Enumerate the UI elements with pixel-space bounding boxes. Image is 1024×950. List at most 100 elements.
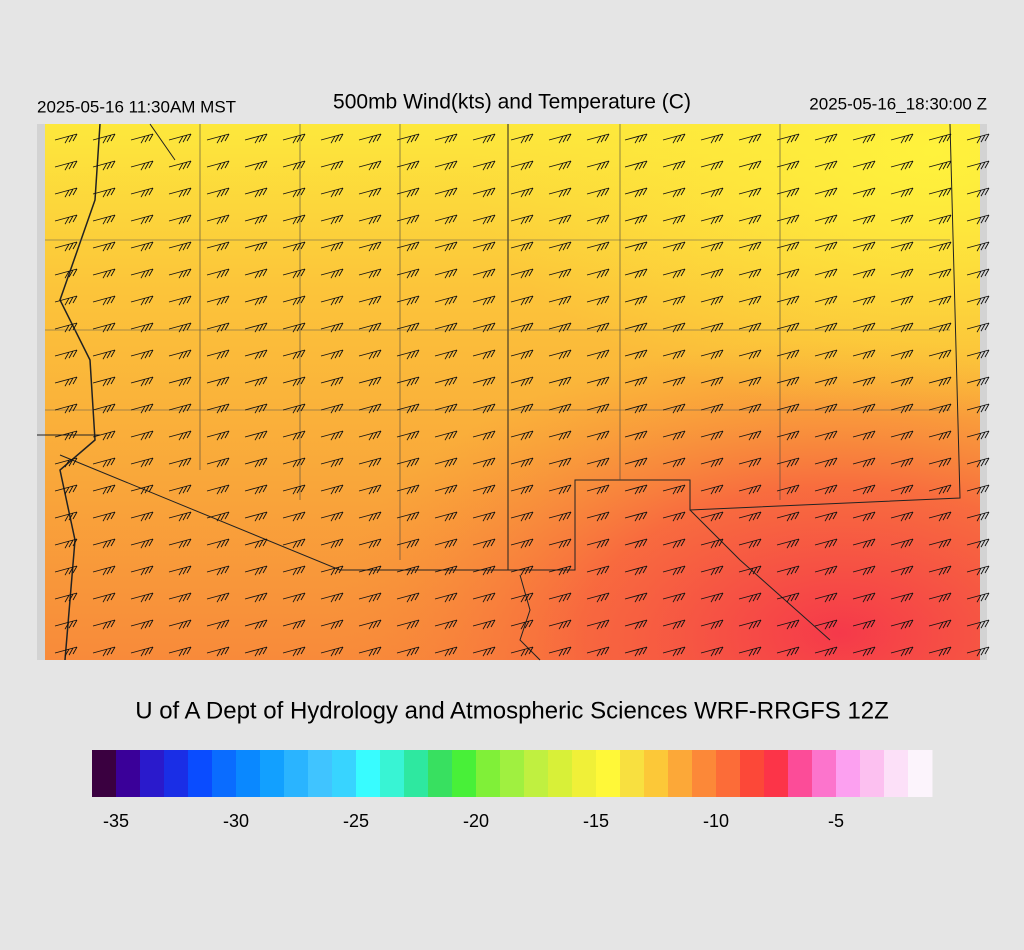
wind-barb [548,349,572,360]
colorbar-swatch [452,750,477,797]
wind-barb [320,457,344,468]
wind-barb [776,646,800,657]
wind-barb [168,133,192,144]
wind-barb [700,160,724,171]
wind-barb [130,403,154,414]
wind-barb [396,160,420,171]
wind-barb [320,538,344,549]
wind-barb [358,241,382,252]
wind-barb [282,322,306,333]
colorbar-swatch [332,750,357,797]
wind-barb [472,241,496,252]
wind-barb [320,133,344,144]
colorbar-swatch [548,750,573,797]
wind-barb [130,349,154,360]
colorbar-tick-label: -5 [828,811,844,831]
wind-barb [282,430,306,441]
wind-barb [434,511,458,522]
wind-barb [472,646,496,657]
wind-barb [966,268,990,279]
wind-barb [472,187,496,198]
wind-barb [206,349,230,360]
wind-barb [244,160,268,171]
colorbar-swatch [428,750,453,797]
wind-barb [624,457,648,468]
wind-barb [130,484,154,495]
wind-barb [852,214,876,225]
wind-barb [168,322,192,333]
colorbar-swatch [644,750,669,797]
wind-barb [396,592,420,603]
wind-barb [358,538,382,549]
wind-barb [548,241,572,252]
wind-barb [738,511,762,522]
wind-barb [282,295,306,306]
wind-barb [168,619,192,630]
wind-barb [510,187,534,198]
wind-barb [662,484,686,495]
wind-barb [320,430,344,441]
wind-barb [244,592,268,603]
wind-barb [852,133,876,144]
wind-barb [548,268,572,279]
wind-barb [320,646,344,657]
wind-barb [510,133,534,144]
wind-barb [130,430,154,441]
wind-barb [548,430,572,441]
wind-barb [548,187,572,198]
wind-barb [700,484,724,495]
wind-barb [852,376,876,387]
wind-barb [168,484,192,495]
colorbar-swatch [740,750,765,797]
wind-barb [662,241,686,252]
wind-barb [738,538,762,549]
wind-barb [700,457,724,468]
wind-barb [738,241,762,252]
wind-barb [586,538,610,549]
wind-barb [358,457,382,468]
wind-barb [358,430,382,441]
wind-barb [282,565,306,576]
wind-barb [890,322,914,333]
wind-barb [320,376,344,387]
wind-barb [852,322,876,333]
wind-barb [92,322,116,333]
wind-barb [206,214,230,225]
wind-barb [776,430,800,441]
colorbar-swatch [308,750,333,797]
wind-barb [966,457,990,468]
colorbar-swatch [236,750,261,797]
wind-barb [510,538,534,549]
wind-barb [54,565,78,576]
wind-barb [396,403,420,414]
wind-barb [738,484,762,495]
wind-barb [54,160,78,171]
wind-barb [890,457,914,468]
wind-barb [510,295,534,306]
wind-barb [244,430,268,441]
wind-barb [624,619,648,630]
wind-barb [966,349,990,360]
wind-barb [472,376,496,387]
wind-barb [624,484,648,495]
wind-barb [662,376,686,387]
wind-barb [548,376,572,387]
wind-barb [624,295,648,306]
wind-barb [814,619,838,630]
wind-barb [358,214,382,225]
wind-barb [206,457,230,468]
wind-barb [510,565,534,576]
wind-barb [320,619,344,630]
wind-barb [206,565,230,576]
wind-barb [434,268,458,279]
wind-barb [510,160,534,171]
wind-barb [662,349,686,360]
wind-barb [54,646,78,657]
wind-barb [396,457,420,468]
wind-barb [358,646,382,657]
wind-barb [510,268,534,279]
wind-barb [852,349,876,360]
wind-barb [282,268,306,279]
wind-barb [206,376,230,387]
wind-barb [814,376,838,387]
